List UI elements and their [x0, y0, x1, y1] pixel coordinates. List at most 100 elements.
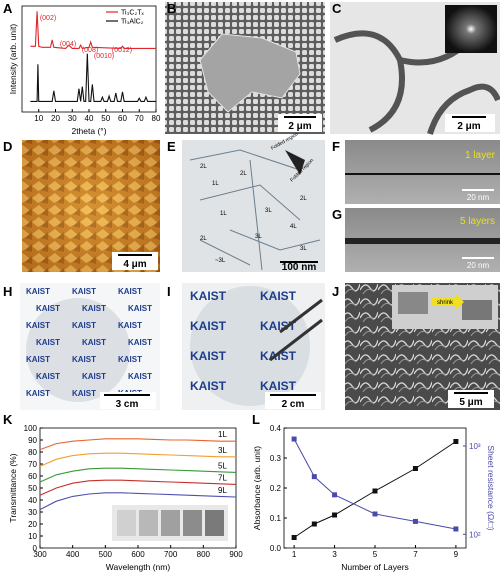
series-line	[39, 467, 237, 483]
y-tick-label: 90	[28, 436, 37, 445]
scale-label: 20 nm	[467, 261, 490, 270]
y-tick-label: 60	[28, 472, 37, 481]
x-tick-label: 600	[131, 550, 145, 559]
scale-box	[112, 252, 158, 270]
panel-letter: G	[332, 207, 342, 222]
logo: KAIST	[260, 289, 297, 303]
tag: 1 layer	[465, 150, 496, 161]
logo: KAIST	[26, 355, 50, 364]
plot-frame	[283, 427, 467, 549]
marker	[412, 518, 418, 524]
x-tick-label: 800	[197, 550, 211, 559]
y-tick-label: 0.2	[270, 484, 282, 493]
film	[139, 510, 158, 536]
film	[183, 510, 202, 536]
y-tick-label: 20	[28, 520, 37, 529]
film	[161, 510, 180, 536]
panel-d: 4 μm	[22, 140, 160, 272]
chart: 10 20 30 40 50 60 70 80 2theta (°) Intensity (arb…	[8, 5, 161, 136]
marker	[412, 466, 418, 471]
chart: 1 3 5 7 9 0.0 0.1 0.2 0.3 0.4 10² 10³ Number of Laye…	[252, 424, 496, 572]
marker	[291, 436, 297, 442]
series-line	[30, 53, 156, 102]
chart: 300 400 500 600 700 800 900 0 10 20 30 40 50 60 70 80 90…	[8, 424, 243, 572]
scale-label: 20 nm	[467, 193, 490, 202]
panel-i: KAIST KAIST KAIST KAIST KAIST KAIST KAIST KAIST…	[182, 283, 325, 410]
logo: KAIST	[72, 287, 96, 296]
panel-letter: F	[332, 139, 340, 154]
series-label: 9L	[218, 486, 227, 495]
marker	[332, 492, 338, 498]
arrow	[432, 294, 464, 310]
logo: KAIST	[260, 379, 297, 393]
layer-label: 3L	[255, 234, 262, 240]
layer-label: 2L	[200, 236, 207, 242]
y2-axis-title: Sheet resistance (Ω/□)	[486, 445, 496, 530]
logo: KAIST	[128, 304, 152, 313]
panel-letter: A	[3, 1, 13, 16]
series-label: 5L	[218, 461, 227, 470]
y-tick-label: 0.4	[270, 424, 282, 433]
inset-films	[112, 505, 228, 541]
logo: KAIST	[118, 287, 142, 296]
scale-label: 3 cm	[116, 399, 139, 410]
peak-label: (004)	[60, 41, 76, 48]
series-label: 7L	[218, 473, 227, 482]
marker	[311, 521, 317, 527]
logo: KAIST	[190, 289, 227, 303]
marker	[332, 512, 338, 518]
logo: KAIST	[82, 338, 106, 347]
logo: KAIST	[190, 319, 227, 333]
layer-label: 3L	[300, 246, 307, 252]
panel-letter: H	[3, 284, 12, 299]
layer-band	[345, 238, 500, 244]
logo: KAIST	[36, 304, 60, 313]
wafer	[26, 298, 130, 402]
logo: KAIST	[128, 338, 152, 347]
substrate	[398, 292, 428, 314]
panel-c: 2 μm	[330, 2, 500, 135]
tem-image	[345, 140, 500, 204]
layer-label: 1L	[220, 211, 227, 217]
layer-label: 4L	[290, 224, 297, 230]
peak-label: (008)	[82, 47, 98, 54]
logo: KAIST	[36, 338, 60, 347]
y-tick-label: 50	[28, 484, 37, 493]
panel-letter: K	[3, 412, 13, 427]
scale-label: 5 μm	[459, 397, 482, 408]
film	[117, 510, 136, 536]
panel-letter: D	[3, 139, 12, 154]
logo: KAIST	[72, 389, 96, 398]
tag: shrink	[437, 300, 454, 306]
marker	[372, 511, 378, 517]
legend-label: Ti₃C₂Tₓ	[121, 10, 144, 17]
y-tick-label: 100	[24, 424, 38, 433]
x-axis-title: Wavelength (nm)	[106, 562, 171, 572]
tag: 5 layers	[460, 216, 495, 227]
scale-box	[448, 390, 494, 408]
logo: KAIST	[26, 287, 50, 296]
y-tick-label: 0.0	[270, 544, 282, 553]
logo: KAIST	[26, 389, 50, 398]
y-tick-label: 10	[28, 532, 37, 541]
panel-letter: I	[167, 284, 171, 299]
tweezer	[269, 318, 323, 362]
logo: KAIST	[82, 304, 106, 313]
series-line	[39, 452, 236, 467]
x-tick-label: 700	[164, 550, 178, 559]
panel-j: shrink 5 μm	[345, 283, 500, 410]
x-tick-label: 70	[135, 114, 144, 123]
marker	[291, 535, 297, 540]
y-axis-title: Absorbance (arb. unit)	[252, 446, 262, 530]
legend-label: Ti₃AlC₂	[121, 19, 144, 26]
y-tick-label: 0.1	[270, 514, 282, 523]
x-tick-label: 5	[373, 550, 378, 559]
x-tick-label: 1	[292, 550, 297, 559]
marker	[453, 439, 459, 444]
peak-label: (0010)	[94, 53, 114, 60]
afm-shade	[22, 140, 160, 272]
layer-label: ~3L	[215, 258, 226, 264]
panel-h: KAIST KAIST KAIST KAIST KAIST KAIST KAIST KAIST…	[20, 283, 160, 410]
fold	[285, 150, 305, 175]
